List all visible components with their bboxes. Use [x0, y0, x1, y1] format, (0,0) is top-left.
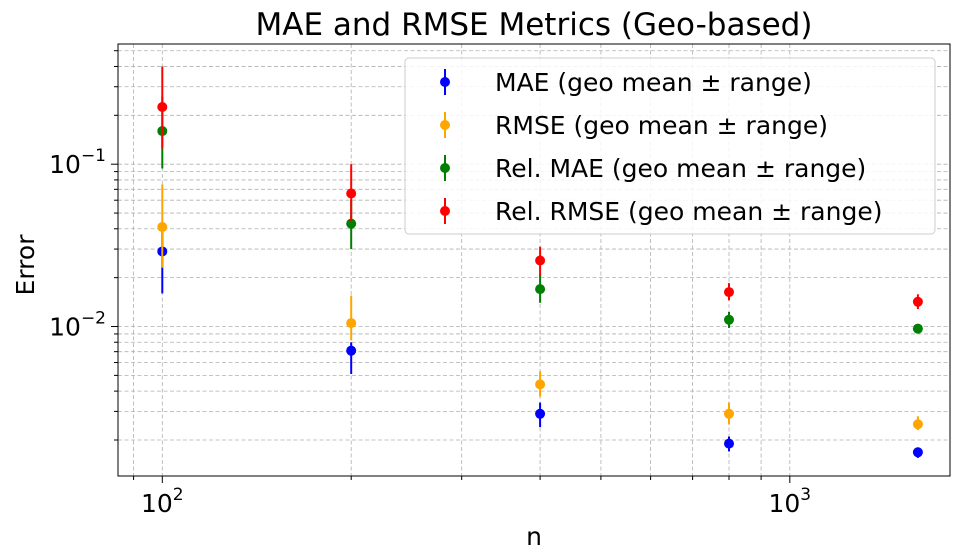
legend-item: RMSE (geo mean ± range): [440, 111, 828, 140]
series-layer: [157, 66, 923, 458]
series-1: [157, 184, 923, 431]
legend-item: Rel. MAE (geo mean ± range): [440, 154, 866, 183]
y-tick-label: 10−2: [49, 309, 106, 342]
data-point: [912, 296, 923, 307]
chart-title: MAE and RMSE Metrics (Geo-based): [256, 7, 813, 43]
legend-marker: [440, 77, 450, 87]
data-point: [157, 102, 168, 113]
data-point: [535, 408, 546, 419]
data-point: [346, 188, 357, 199]
ticks: 102 103 10−2 10−1: [49, 50, 811, 518]
data-point: [912, 419, 923, 430]
legend-label: MAE (geo mean ± range): [495, 68, 812, 97]
legend-item: Rel. RMSE (geo mean ± range): [440, 197, 882, 226]
x-axis-label: n: [526, 522, 542, 551]
legend-marker: [440, 206, 450, 216]
data-point: [723, 287, 734, 298]
data-point: [723, 408, 734, 419]
plot-area-frame: [117, 43, 951, 477]
data-point: [346, 345, 357, 356]
legend-marker: [440, 163, 450, 173]
data-point: [912, 447, 923, 458]
legend-item: MAE (geo mean ± range): [440, 68, 812, 97]
legend-box: [404, 57, 936, 235]
legend-label: Rel. RMSE (geo mean ± range): [495, 197, 882, 226]
data-point: [723, 438, 734, 449]
data-point: [912, 323, 923, 334]
legend-label: Rel. MAE (geo mean ± range): [495, 154, 866, 183]
data-point: [535, 255, 546, 266]
data-point: [535, 379, 546, 390]
x-tick-label: 103: [768, 485, 811, 518]
series-3: [157, 66, 923, 310]
y-axis-label: Error: [11, 234, 40, 296]
x-tick-label: 102: [141, 485, 184, 518]
legend-marker: [440, 120, 450, 130]
legend: MAE (geo mean ± range) RMSE (geo mean ± r…: [404, 57, 936, 235]
y-tick-label: 10−1: [49, 146, 106, 179]
data-point: [346, 318, 357, 329]
data-point: [723, 314, 734, 325]
data-point: [157, 222, 168, 233]
series-2: [157, 96, 923, 334]
data-point: [535, 284, 546, 295]
data-point: [346, 218, 357, 229]
legend-label: RMSE (geo mean ± range): [495, 111, 828, 140]
